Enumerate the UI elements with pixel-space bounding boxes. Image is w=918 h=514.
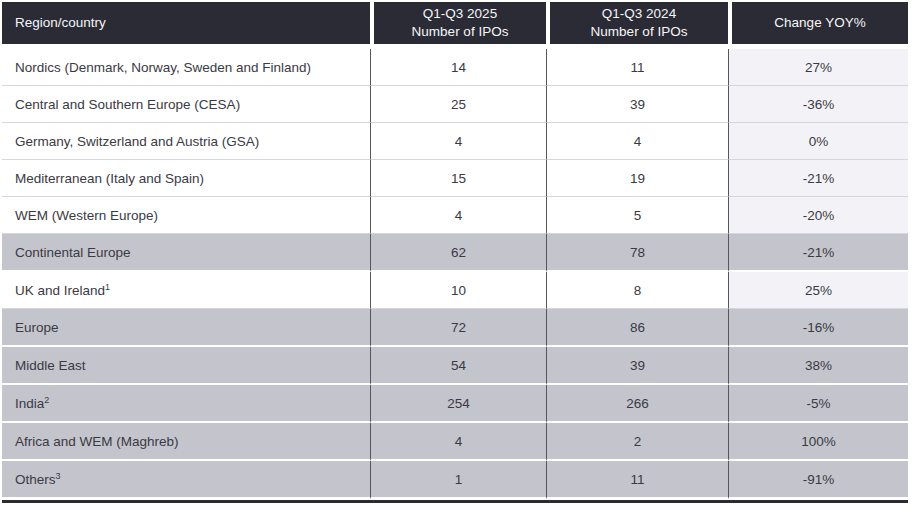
region-cell: Africa and WEM (Maghreb) xyxy=(2,423,370,461)
ipos-2024-cell: 2 xyxy=(546,423,728,461)
header-2024-line1: Q1-Q3 2024 xyxy=(550,5,728,23)
header-q1q3-2024: Q1-Q3 2024 Number of IPOs xyxy=(546,2,728,49)
ipos-2025-cell: 62 xyxy=(370,234,546,272)
change-yoy-cell: 100% xyxy=(728,423,908,461)
change-yoy-cell: -5% xyxy=(728,385,908,423)
change-yoy-cell: 0% xyxy=(728,123,908,160)
header-change-label: Change YOY% xyxy=(732,14,908,32)
ipos-2024-cell: 4 xyxy=(546,123,728,160)
ipos-2025-cell: 4 xyxy=(370,197,546,234)
table-row-india: India2 254 266 -5% xyxy=(2,385,908,423)
ipos-2024-cell: 8 xyxy=(546,272,728,309)
ipos-2025-cell: 4 xyxy=(370,423,546,461)
region-label: Continental Europe xyxy=(15,245,131,260)
footnote-marker: 1 xyxy=(105,281,110,291)
change-yoy-cell: 25% xyxy=(728,272,908,309)
change-yoy-cell: -21% xyxy=(728,234,908,272)
header-2025-line2: Number of IPOs xyxy=(374,23,546,41)
change-yoy-cell: -20% xyxy=(728,197,908,234)
region-label: India xyxy=(15,396,44,411)
ipo-region-table-container: Region/country Q1-Q3 2025 Number of IPOs… xyxy=(2,2,908,503)
ipos-2025-cell: 4 xyxy=(370,123,546,160)
ipos-2025-cell: 25 xyxy=(370,86,546,123)
ipos-2024-cell: 86 xyxy=(546,309,728,347)
table-row-gsa: Germany, Switzerland and Austria (GSA) 4… xyxy=(2,123,908,160)
region-cell: Nordics (Denmark, Norway, Sweden and Fin… xyxy=(2,49,370,86)
ipos-2025-cell: 15 xyxy=(370,160,546,197)
table-header-row: Region/country Q1-Q3 2025 Number of IPOs… xyxy=(2,2,908,49)
ipos-2025-cell: 54 xyxy=(370,347,546,385)
ipos-2025-cell: 10 xyxy=(370,272,546,309)
table-row-continental-europe: Continental Europe 62 78 -21% xyxy=(2,234,908,272)
region-label: Germany, Switzerland and Austria (GSA) xyxy=(15,134,259,149)
ipos-2025-cell: 254 xyxy=(370,385,546,423)
change-yoy-cell: -21% xyxy=(728,160,908,197)
table-row-europe: Europe 72 86 -16% xyxy=(2,309,908,347)
footnote-marker: 2 xyxy=(44,394,49,404)
table-row-wem: WEM (Western Europe) 4 5 -20% xyxy=(2,197,908,234)
header-change-yoy: Change YOY% xyxy=(728,2,908,49)
ipos-2024-cell: 11 xyxy=(546,49,728,86)
header-region-country: Region/country xyxy=(2,2,370,49)
region-cell: Europe xyxy=(2,309,370,347)
header-q1q3-2025: Q1-Q3 2025 Number of IPOs xyxy=(370,2,546,49)
ipos-2024-cell: 11 xyxy=(546,461,728,499)
table-row-nordics: Nordics (Denmark, Norway, Sweden and Fin… xyxy=(2,49,908,86)
region-cell: Mediterranean (Italy and Spain) xyxy=(2,160,370,197)
ipos-2024-cell: 5 xyxy=(546,197,728,234)
ipos-2024-cell: 78 xyxy=(546,234,728,272)
table-row-middle-east: Middle East 54 39 38% xyxy=(2,347,908,385)
table-row-uk-ireland: UK and Ireland1 10 8 25% xyxy=(2,272,908,309)
table-bottom-border xyxy=(2,500,908,503)
region-cell: Central and Southern Europe (CESA) xyxy=(2,86,370,123)
region-label: Africa and WEM (Maghreb) xyxy=(15,434,179,449)
ipos-2024-cell: 19 xyxy=(546,160,728,197)
ipos-2025-cell: 72 xyxy=(370,309,546,347)
ipo-region-table: Region/country Q1-Q3 2025 Number of IPOs… xyxy=(2,2,908,499)
ipos-2025-cell: 14 xyxy=(370,49,546,86)
region-label: WEM (Western Europe) xyxy=(15,208,158,223)
region-label: Nordics (Denmark, Norway, Sweden and Fin… xyxy=(15,60,311,75)
header-2024-line2: Number of IPOs xyxy=(550,23,728,41)
footnote-marker: 3 xyxy=(56,470,61,480)
table-row-cesa: Central and Southern Europe (CESA) 25 39… xyxy=(2,86,908,123)
change-yoy-cell: -91% xyxy=(728,461,908,499)
table-row-mediterranean: Mediterranean (Italy and Spain) 15 19 -2… xyxy=(2,160,908,197)
region-cell: WEM (Western Europe) xyxy=(2,197,370,234)
table-row-others: Others3 1 11 -91% xyxy=(2,461,908,499)
region-label: Europe xyxy=(15,320,59,335)
change-yoy-cell: 38% xyxy=(728,347,908,385)
change-yoy-cell: 27% xyxy=(728,49,908,86)
region-label: Middle East xyxy=(15,358,86,373)
region-label: Others xyxy=(15,472,56,487)
region-label: Central and Southern Europe (CESA) xyxy=(15,97,240,112)
region-cell: UK and Ireland1 xyxy=(2,272,370,309)
region-cell: Middle East xyxy=(2,347,370,385)
region-label: Mediterranean (Italy and Spain) xyxy=(15,171,204,186)
change-yoy-cell: -16% xyxy=(728,309,908,347)
table-row-africa-wem-maghreb: Africa and WEM (Maghreb) 4 2 100% xyxy=(2,423,908,461)
ipos-2024-cell: 266 xyxy=(546,385,728,423)
header-region-label: Region/country xyxy=(15,14,370,32)
ipos-2024-cell: 39 xyxy=(546,86,728,123)
region-cell: Continental Europe xyxy=(2,234,370,272)
change-yoy-cell: -36% xyxy=(728,86,908,123)
ipos-2025-cell: 1 xyxy=(370,461,546,499)
region-label: UK and Ireland xyxy=(15,283,105,298)
region-cell: Germany, Switzerland and Austria (GSA) xyxy=(2,123,370,160)
region-cell: Others3 xyxy=(2,461,370,499)
region-cell: India2 xyxy=(2,385,370,423)
header-2025-line1: Q1-Q3 2025 xyxy=(374,5,546,23)
ipos-2024-cell: 39 xyxy=(546,347,728,385)
